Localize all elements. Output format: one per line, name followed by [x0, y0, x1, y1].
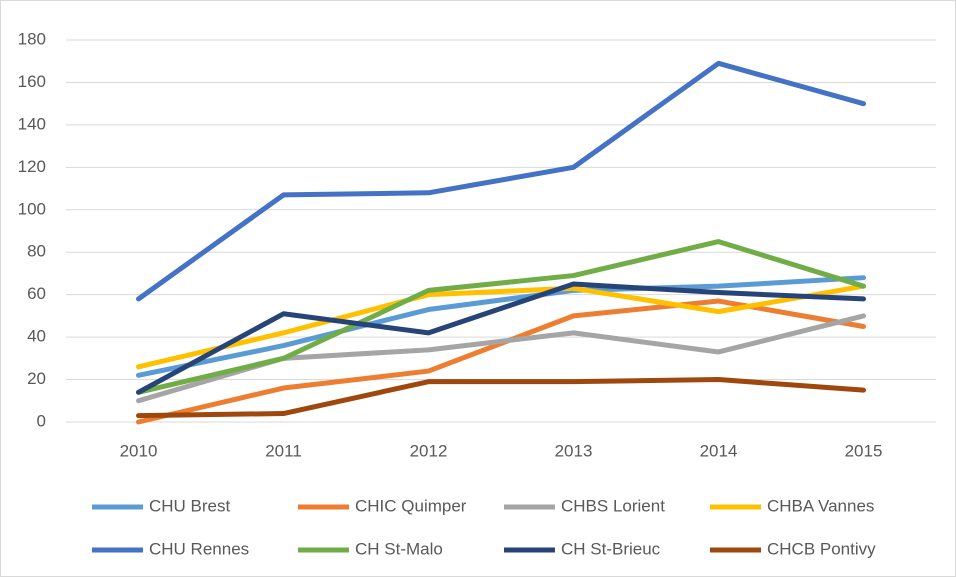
series-line [136, 239, 866, 395]
y-tick-label: 100 [18, 199, 46, 218]
x-tick-label: 2010 [120, 441, 158, 460]
y-tick-label: 60 [27, 284, 46, 303]
series-line [136, 283, 866, 370]
series-line [136, 275, 866, 378]
y-tick-label: 20 [27, 369, 46, 388]
legend-label: CHBA Vannes [767, 496, 874, 515]
x-tick-label: 2012 [410, 441, 448, 460]
x-tick-label: 2014 [700, 441, 738, 460]
legend-label: CHIC Quimper [355, 496, 467, 515]
y-tick-label: 80 [27, 242, 46, 261]
series-line [136, 281, 866, 395]
y-tick-label: 180 [18, 29, 46, 48]
y-tick-label: 160 [18, 72, 46, 91]
legend-label: CHU Rennes [149, 539, 249, 558]
series-line [136, 60, 866, 302]
legend-label: CHU Brest [149, 496, 231, 515]
y-tick-label: 0 [37, 411, 46, 430]
legend-label: CH St-Brieuc [561, 539, 661, 558]
series-line [136, 377, 866, 419]
x-tick-label: 2013 [555, 441, 593, 460]
x-tick-label: 2015 [845, 441, 883, 460]
y-tick-label: 40 [27, 327, 46, 346]
y-tick-label: 120 [18, 157, 46, 176]
x-tick-label: 2011 [265, 441, 302, 460]
y-tick-label: 140 [18, 114, 46, 133]
legend-label: CHBS Lorient [561, 496, 665, 515]
legend-label: CHCB Pontivy [767, 539, 876, 558]
legend-label: CH St-Malo [355, 539, 443, 558]
